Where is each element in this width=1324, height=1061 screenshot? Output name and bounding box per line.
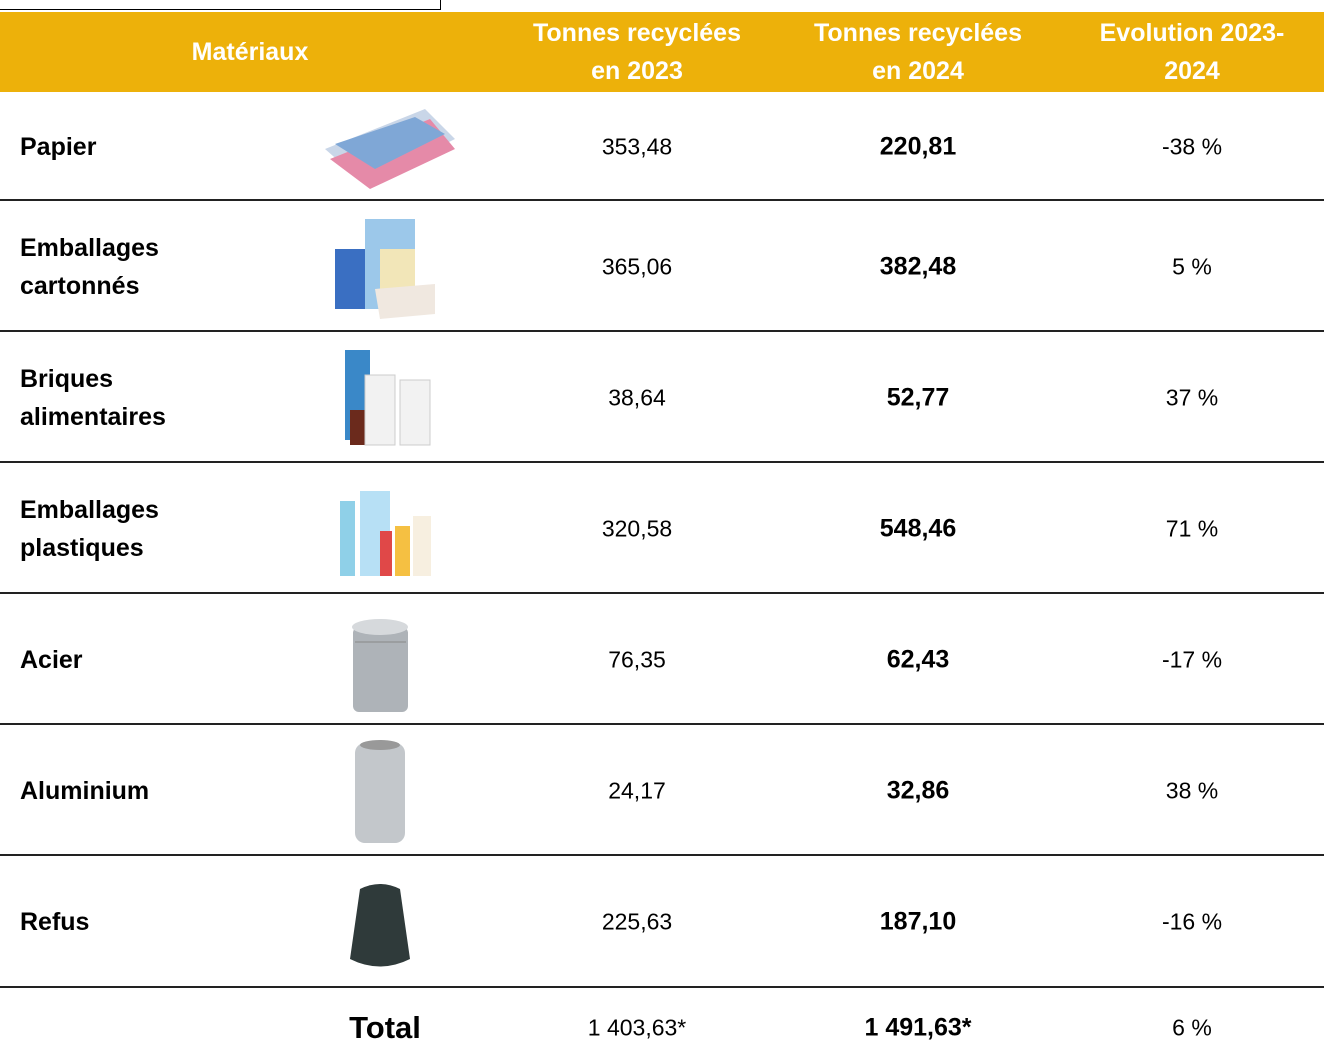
top-box — [0, 0, 441, 10]
value-2023: 76,35 — [608, 646, 666, 672]
value-2024: 548,46 — [879, 514, 957, 542]
icon — [325, 109, 455, 189]
material-image — [305, 602, 465, 718]
value-2024: 187,10 — [879, 907, 957, 936]
value-2023: 38,64 — [608, 384, 666, 410]
value-2024: 32,86 — [886, 776, 950, 804]
header-cell: Evolution 2023-2024 — [1099, 19, 1285, 85]
row-separator — [0, 986, 1324, 988]
icon — [340, 490, 431, 576]
row-separator — [0, 199, 1324, 201]
material-image — [305, 340, 465, 456]
total-2023: 1 403,63* — [587, 1014, 687, 1041]
material-image — [305, 864, 465, 980]
value-2024: 382,48 — [879, 252, 957, 280]
material-name: Papier — [20, 133, 97, 161]
icon — [345, 349, 431, 445]
total-label: Total — [349, 1010, 421, 1045]
value-2024: 220,81 — [879, 132, 957, 161]
material-name: Emballages plastiques — [20, 495, 159, 562]
evolution: 5 % — [1172, 253, 1212, 279]
material-image — [305, 733, 465, 849]
evolution: 71 % — [1165, 515, 1219, 541]
icon — [350, 884, 410, 967]
row-separator — [0, 854, 1324, 856]
value-2023: 24,17 — [608, 777, 666, 803]
value-2023: 365,06 — [601, 253, 673, 279]
material-name: Briques alimentaires — [20, 364, 166, 431]
evolution: -17 % — [1161, 646, 1223, 672]
material-name: Aluminium — [20, 776, 150, 805]
material-image — [305, 471, 465, 587]
total-evolution: 6 % — [1172, 1014, 1212, 1041]
evolution: -16 % — [1161, 908, 1223, 935]
material-image — [305, 89, 465, 205]
header-row — [0, 12, 1324, 92]
row-separator — [0, 461, 1324, 463]
header-cell: Matériaux — [191, 38, 309, 66]
row-separator — [0, 723, 1324, 725]
total-2024: 1 491,63* — [864, 1013, 972, 1042]
header-cell: Tonnes recyclées en 2023 — [533, 19, 741, 85]
evolution: -38 % — [1161, 133, 1223, 160]
value-2024: 62,43 — [886, 645, 950, 673]
material-image — [305, 209, 465, 325]
value-2024: 52,77 — [886, 383, 950, 411]
material-name: Emballages cartonnés — [20, 233, 159, 300]
header-cell: Tonnes recyclées en 2024 — [814, 19, 1022, 85]
row-separator — [0, 330, 1324, 332]
value-2023: 320,58 — [601, 515, 673, 541]
material-name: Acier — [20, 645, 83, 674]
evolution: 37 % — [1165, 384, 1219, 410]
icon — [355, 739, 405, 843]
value-2023: 353,48 — [601, 133, 673, 160]
value-2023: 225,63 — [601, 908, 673, 935]
icon — [352, 618, 408, 712]
evolution: 38 % — [1165, 777, 1219, 803]
icon — [335, 218, 435, 319]
material-name: Refus — [20, 908, 90, 936]
row-separator — [0, 592, 1324, 594]
